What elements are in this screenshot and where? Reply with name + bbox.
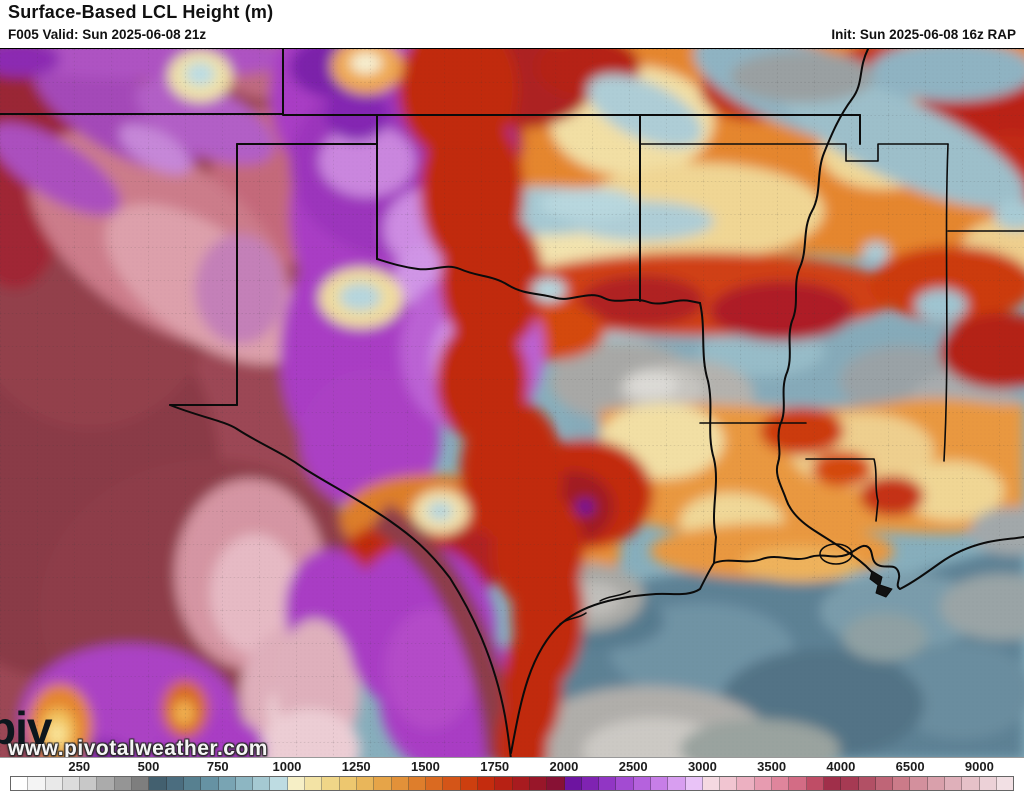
colorbar-tick-label: 3000	[687, 759, 717, 774]
watermark: www.pivotalweather.com	[8, 737, 268, 758]
colorbar-cell	[806, 777, 824, 790]
colorbar-tick-label: 9000	[964, 759, 994, 774]
colorbar-cell	[979, 777, 997, 790]
page-title: Surface-Based LCL Height (m)	[8, 2, 274, 22]
colorbar-cell	[564, 777, 582, 790]
colorbar-tick-label: 6500	[895, 759, 925, 774]
pivotal-weather-logo: pivtal weather	[0, 701, 1012, 757]
colorbar-cell	[875, 777, 894, 790]
colorbar-tick-label: 500	[137, 759, 160, 774]
colorbar-cell	[270, 777, 288, 790]
colorbar-cell	[374, 777, 392, 790]
colorbar-cell	[685, 777, 703, 790]
colorbar-cell	[495, 777, 513, 790]
colorbar-cell	[945, 777, 963, 790]
colorbar-tick-label: 3500	[757, 759, 787, 774]
colorbar-cell	[62, 777, 81, 790]
colorbar-cell	[201, 777, 219, 790]
colorbar-cell	[426, 777, 444, 790]
colorbar-cell	[322, 777, 340, 790]
colorbar-tick-label: 4000	[826, 759, 856, 774]
colorbar-cell	[962, 777, 980, 790]
colorbar-cell	[443, 777, 461, 790]
colorbar-cell	[218, 777, 236, 790]
colorbar-cell	[737, 777, 755, 790]
colorbar-cell	[460, 777, 479, 790]
colorbar-tick-label: 1750	[480, 759, 510, 774]
colorbar-labels: 250 500 750 1000 1250 1500 1750 2000 2500 3000 350…	[10, 759, 1014, 775]
colorbar-cell	[910, 777, 928, 790]
colorbar-cell	[599, 777, 617, 790]
colorbar-tick-label: 750	[206, 759, 229, 774]
colorbar-cell	[305, 777, 323, 790]
colorbar-cell	[28, 777, 46, 790]
colorbar-cell	[97, 777, 115, 790]
colorbar-cell	[287, 777, 306, 790]
colorbar-cell	[754, 777, 773, 790]
map-header: Surface-Based LCL Height (m) F005 Valid:…	[0, 0, 1024, 48]
colorbar-cell	[668, 777, 686, 790]
valid-time-label: F005 Valid: Sun 2025-06-08 21z	[8, 27, 207, 42]
colorbar-cell	[650, 777, 669, 790]
colorbar-cell	[547, 777, 565, 790]
colorbar-tick-label: 2000	[549, 759, 579, 774]
colorbar-cell	[512, 777, 530, 790]
logo-text-prefix: piv	[0, 702, 52, 754]
colorbar-cell	[235, 777, 254, 790]
colorbar-cell	[80, 777, 98, 790]
colorbar-cell	[702, 777, 721, 790]
colorbar-tick-label: 1000	[272, 759, 302, 774]
colorbar-cell	[166, 777, 184, 790]
weather-map: www.pivotalweather.com pivtal weather	[0, 48, 1024, 758]
colorbar-cell	[253, 777, 271, 790]
colorbar-cell	[529, 777, 548, 790]
colorbar-cell	[823, 777, 842, 790]
colorbar-cell	[927, 777, 946, 790]
colorbar-tick-label: 2500	[618, 759, 648, 774]
colorbar-cell	[996, 777, 1014, 790]
colorbar-cell	[633, 777, 651, 790]
colorbar-tick-label: 250	[68, 759, 91, 774]
colorbar-cell	[772, 777, 790, 790]
colorbar-cell	[616, 777, 634, 790]
lcl-height-field-graphic	[0, 49, 1024, 757]
colorbar-cell	[339, 777, 357, 790]
colorbar-cell	[132, 777, 150, 790]
colorbar-cell	[581, 777, 600, 790]
colorbar-cell	[841, 777, 859, 790]
colorbar-cell	[183, 777, 202, 790]
colorbar-cells	[10, 776, 1014, 791]
colorbar-cell	[356, 777, 375, 790]
colorbar-cell	[391, 777, 409, 790]
colorbar-cell	[720, 777, 738, 790]
colorbar-cell	[149, 777, 167, 790]
colorbar-cell	[45, 777, 63, 790]
colorbar: 250 500 750 1000 1250 1500 1750 2000 2500 3000 350…	[0, 758, 1024, 791]
colorbar-cell	[114, 777, 133, 790]
init-time-label: Init: Sun 2025-06-08 16z RAP	[831, 27, 1016, 42]
colorbar-cell	[858, 777, 876, 790]
colorbar-cell	[408, 777, 427, 790]
colorbar-tick-label: 1250	[341, 759, 371, 774]
colorbar-cell	[789, 777, 807, 790]
colorbar-cell	[478, 777, 496, 790]
colorbar-cell	[893, 777, 911, 790]
colorbar-cell	[11, 777, 29, 790]
colorbar-tick-label: 1500	[410, 759, 440, 774]
